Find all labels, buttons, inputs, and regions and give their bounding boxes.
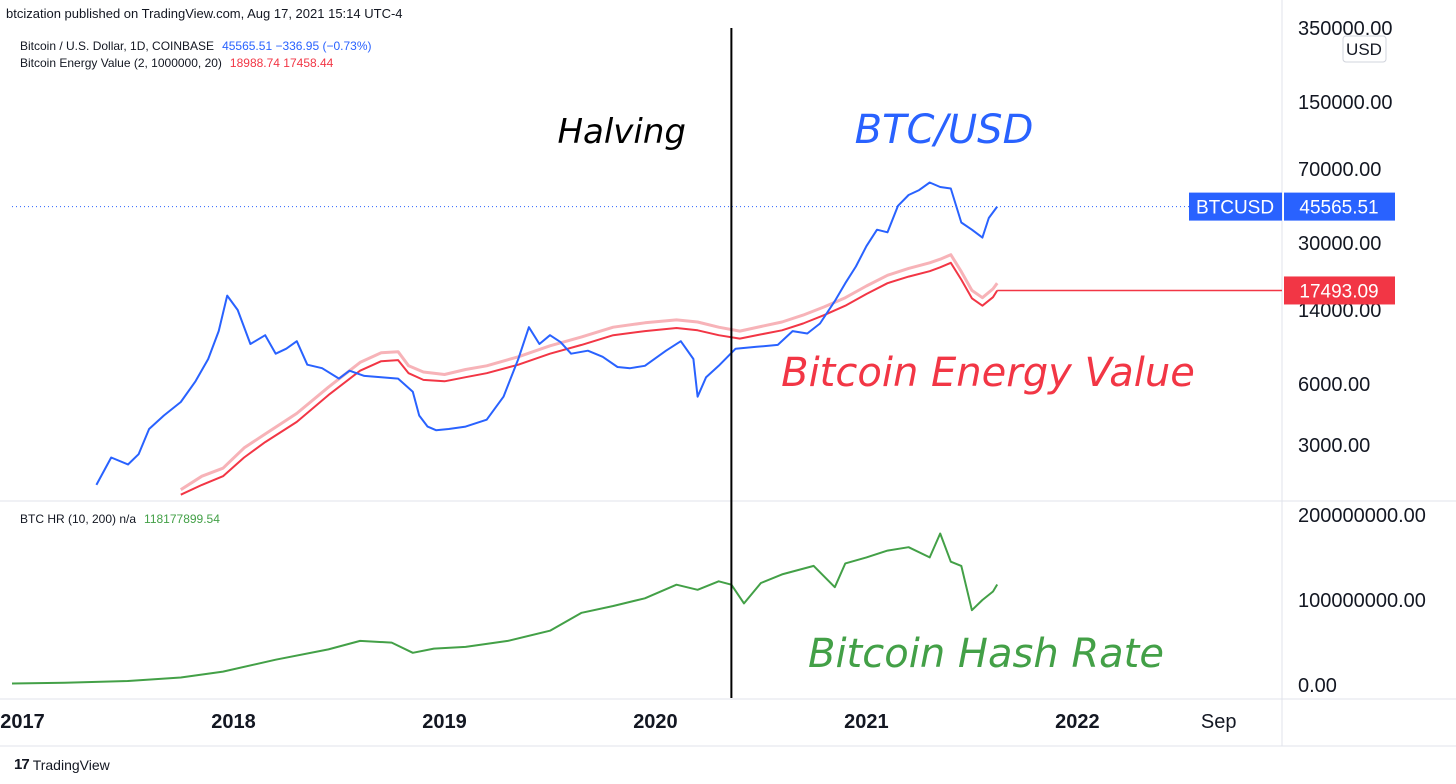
price-tick-label: 30000.00 — [1298, 233, 1381, 255]
btcusd-legend-title: Bitcoin / U.S. Dollar, 1D, COINBASE — [20, 39, 214, 53]
price-tick-label: 14000.00 — [1298, 300, 1381, 322]
bev-legend-values: 18988.74 17458.44 — [230, 56, 334, 70]
time-tick-label: 2022 — [1055, 711, 1100, 733]
btcusd-price-value: 45565.51 — [1299, 198, 1378, 219]
currency-badge — [1342, 35, 1387, 63]
bev-price-value: 17493.09 — [1299, 281, 1378, 302]
footer: 17 TradingView — [14, 756, 110, 773]
bev-annotation: Bitcoin Energy Value — [781, 350, 1195, 396]
hashrate-tick-label: 100000000.00 — [1298, 590, 1426, 612]
tradingview-logo-icon[interactable]: 17 — [14, 756, 30, 773]
price-tick-label: 6000.00 — [1298, 374, 1370, 396]
btcusd-symbol-label: BTCUSD — [1196, 198, 1274, 219]
price-tick-label: 150000.00 — [1298, 92, 1393, 114]
footer-brand[interactable]: TradingView — [32, 756, 110, 773]
bev-price-badge — [1284, 276, 1395, 305]
time-tick-label: Sep — [1201, 711, 1237, 733]
time-tick-label: 2021 — [844, 711, 889, 733]
time-tick-label: 2020 — [633, 711, 678, 733]
time-tick-label: 2018 — [211, 711, 256, 733]
btcusd-symbol-badge — [1189, 192, 1282, 221]
price-tick-label: 350000.00 — [1298, 18, 1393, 40]
hashrate-legend-title: BTC HR (10, 200) n/a — [20, 512, 136, 526]
btcusd-legend-values: 45565.51 −336.95 (−0.73%) — [222, 39, 371, 53]
btcusd-series-line — [95, 181, 999, 486]
hashrate-tick-label: 200000000.00 — [1298, 505, 1426, 527]
btcusd-annotation: BTC/USD — [855, 107, 1034, 153]
btcusd-price-badge — [1284, 192, 1395, 221]
price-tick-label: 3000.00 — [1298, 435, 1370, 457]
price-tick-label: 70000.00 — [1298, 159, 1381, 181]
hashrate-annotation: Bitcoin Hash Rate — [808, 631, 1164, 677]
hashrate-tick-label: 0.00 — [1298, 675, 1337, 697]
bev-series-line — [180, 261, 999, 496]
hashrate-legend-values: 118177899.54 — [144, 512, 220, 526]
time-tick-label: 2017 — [0, 711, 45, 733]
halving-annotation: Halving — [557, 112, 686, 152]
currency-badge-label: USD — [1346, 40, 1382, 59]
time-tick-label: 2019 — [422, 711, 467, 733]
bev-legend-title: Bitcoin Energy Value (2, 1000000, 20) — [20, 56, 222, 70]
published-caption: btcization published on TradingView.com,… — [6, 6, 403, 21]
hashrate-series-line — [11, 532, 999, 685]
